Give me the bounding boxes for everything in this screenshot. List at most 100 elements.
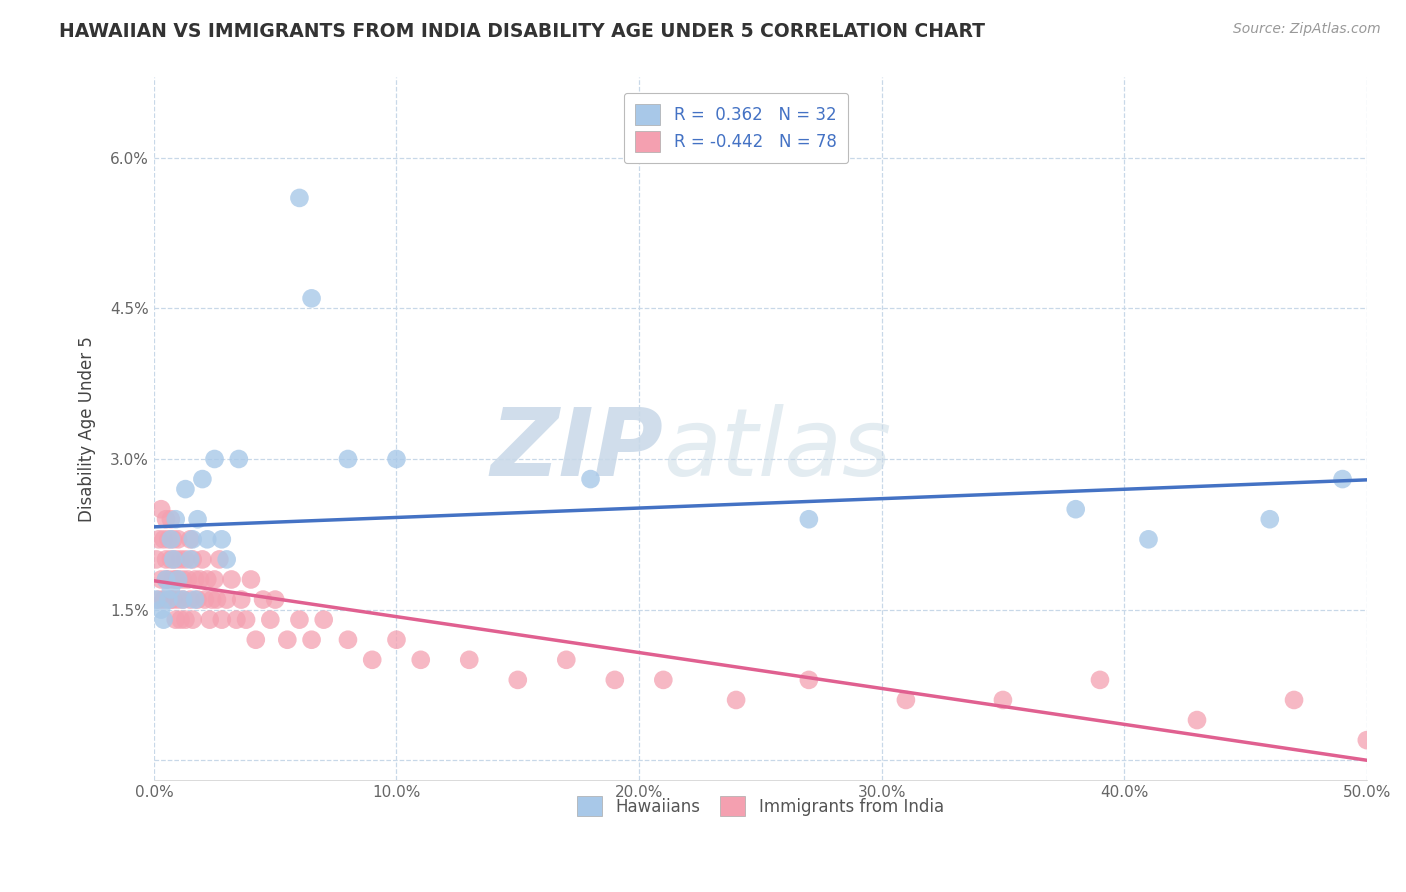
Point — [187, 592, 209, 607]
Point — [167, 533, 190, 547]
Point — [184, 573, 207, 587]
Point — [252, 592, 274, 607]
Point — [165, 512, 187, 526]
Point — [167, 573, 190, 587]
Point — [603, 673, 626, 687]
Point — [157, 533, 180, 547]
Point — [160, 582, 183, 597]
Point — [231, 592, 253, 607]
Point — [1331, 472, 1354, 486]
Point — [160, 552, 183, 566]
Point — [162, 592, 184, 607]
Point — [172, 592, 194, 607]
Point — [152, 533, 174, 547]
Point — [894, 693, 917, 707]
Point — [157, 573, 180, 587]
Point — [235, 613, 257, 627]
Point — [264, 592, 287, 607]
Point — [145, 552, 167, 566]
Point — [208, 552, 231, 566]
Point — [301, 632, 323, 647]
Point — [385, 452, 408, 467]
Point — [181, 552, 204, 566]
Point — [301, 291, 323, 305]
Point — [165, 552, 187, 566]
Point — [152, 592, 174, 607]
Point — [162, 552, 184, 566]
Point — [198, 613, 221, 627]
Point — [409, 653, 432, 667]
Point — [155, 573, 177, 587]
Point — [312, 613, 335, 627]
Point — [458, 653, 481, 667]
Point — [204, 452, 226, 467]
Point — [555, 653, 578, 667]
Point — [179, 533, 201, 547]
Point — [172, 573, 194, 587]
Point — [211, 533, 233, 547]
Text: Source: ZipAtlas.com: Source: ZipAtlas.com — [1233, 22, 1381, 37]
Point — [228, 452, 250, 467]
Point — [172, 592, 194, 607]
Point — [1064, 502, 1087, 516]
Point — [1088, 673, 1111, 687]
Point — [187, 512, 209, 526]
Point — [160, 533, 183, 547]
Point — [276, 632, 298, 647]
Point — [148, 533, 170, 547]
Point — [211, 613, 233, 627]
Point — [245, 632, 267, 647]
Point — [145, 592, 167, 607]
Point — [179, 552, 201, 566]
Point — [152, 613, 174, 627]
Point — [184, 592, 207, 607]
Point — [1258, 512, 1281, 526]
Point — [1137, 533, 1160, 547]
Point — [155, 552, 177, 566]
Point — [1355, 733, 1378, 747]
Point — [361, 653, 384, 667]
Text: ZIP: ZIP — [491, 404, 664, 496]
Point — [239, 573, 262, 587]
Point — [195, 573, 218, 587]
Point — [221, 573, 243, 587]
Legend: Hawaiians, Immigrants from India: Hawaiians, Immigrants from India — [568, 788, 952, 825]
Text: atlas: atlas — [664, 404, 891, 495]
Point — [160, 512, 183, 526]
Point — [797, 673, 820, 687]
Point — [336, 632, 359, 647]
Point — [155, 573, 177, 587]
Point — [991, 693, 1014, 707]
Point — [165, 573, 187, 587]
Point — [215, 592, 238, 607]
Point — [385, 632, 408, 647]
Point — [169, 613, 191, 627]
Point — [181, 613, 204, 627]
Point — [288, 613, 311, 627]
Point — [204, 573, 226, 587]
Point — [150, 573, 173, 587]
Point — [259, 613, 281, 627]
Point — [155, 512, 177, 526]
Point — [169, 552, 191, 566]
Point — [195, 533, 218, 547]
Point — [181, 533, 204, 547]
Point — [162, 573, 184, 587]
Point — [225, 613, 247, 627]
Point — [188, 573, 211, 587]
Point — [174, 482, 197, 496]
Point — [1185, 713, 1208, 727]
Point — [177, 573, 200, 587]
Point — [506, 673, 529, 687]
Point — [652, 673, 675, 687]
Point — [191, 552, 214, 566]
Point — [167, 573, 190, 587]
Point — [167, 592, 190, 607]
Point — [201, 592, 224, 607]
Point — [215, 552, 238, 566]
Point — [725, 693, 748, 707]
Point — [174, 613, 197, 627]
Point — [150, 602, 173, 616]
Point — [150, 502, 173, 516]
Point — [162, 533, 184, 547]
